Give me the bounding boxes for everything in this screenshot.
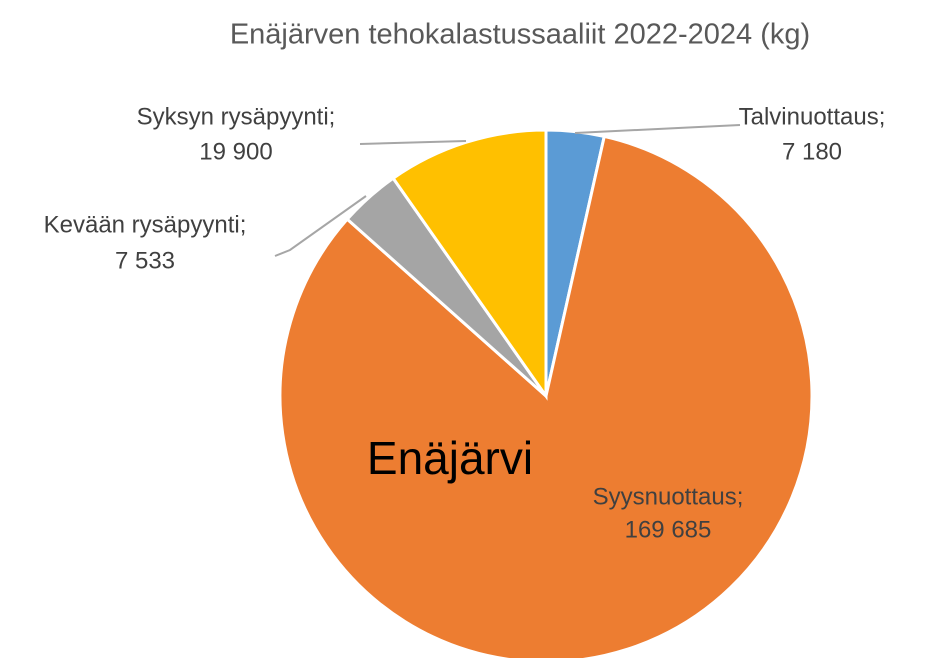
leader-line <box>274 195 367 257</box>
annotation: Enäjärvi <box>367 432 533 484</box>
slice-label: Kevään rysäpyynti; <box>44 211 247 238</box>
slice-label: Syysnuottaus; <box>593 483 744 510</box>
slice-value: 7 180 <box>782 138 842 165</box>
slice-value: 169 685 <box>625 516 712 543</box>
slice-value: 7 533 <box>115 247 175 274</box>
chart-title: Enäjärven tehokalastussaaliit 2022-2024 … <box>230 19 810 51</box>
slice-value: 19 900 <box>199 138 272 165</box>
slice-label: Talvinuottaus; <box>739 103 886 130</box>
leader-line <box>359 140 467 145</box>
leader-line <box>574 124 741 134</box>
pie-slice <box>391 128 548 401</box>
slice-label: Syksyn rysäpyynti; <box>137 103 336 130</box>
